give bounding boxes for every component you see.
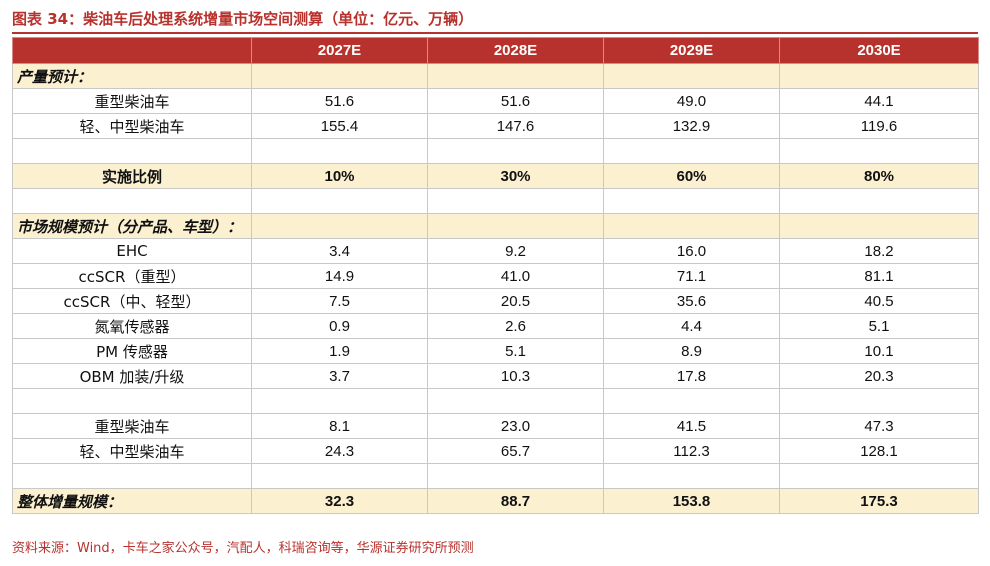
section-label-market: 市场规模预计（分产品、车型）： bbox=[12, 213, 252, 239]
table-header-row: 2027E 2028E 2029E 2030E bbox=[12, 37, 979, 64]
table-cell: 16.0 bbox=[603, 238, 780, 264]
table-cell: 112.3 bbox=[603, 438, 780, 464]
row-label: 实施比例 bbox=[12, 163, 252, 189]
table-row: 重型柴油车 51.6 51.6 49.0 44.1 bbox=[12, 88, 979, 114]
table-cell: 2.6 bbox=[427, 313, 604, 339]
table-cell: 3.7 bbox=[251, 363, 428, 389]
table-cell: 147.6 bbox=[427, 113, 604, 139]
table-row: OBM 加装/升级 3.7 10.3 17.8 20.3 bbox=[12, 363, 979, 389]
table-cell: 47.3 bbox=[779, 413, 979, 439]
table-cell: 20.3 bbox=[779, 363, 979, 389]
table-cell: 60% bbox=[603, 163, 780, 189]
table-cell: 3.4 bbox=[251, 238, 428, 264]
table-cell: 41.0 bbox=[427, 263, 604, 289]
title-divider bbox=[12, 32, 978, 34]
section-label-production: 产量预计： bbox=[12, 63, 252, 89]
table-cell: 35.6 bbox=[603, 288, 780, 314]
table-row-total: 整体增量规模： 32.3 88.7 153.8 175.3 bbox=[12, 488, 979, 514]
spacer-row bbox=[12, 138, 979, 164]
table-cell: 65.7 bbox=[427, 438, 604, 464]
header-2029e: 2029E bbox=[603, 37, 780, 64]
figure-title: 图表 34：柴油车后处理系统增量市场空间测算（单位：亿元、万辆） bbox=[12, 10, 474, 28]
row-label: 轻、中型柴油车 bbox=[12, 113, 252, 139]
row-label: 轻、中型柴油车 bbox=[12, 438, 252, 464]
table-cell: 30% bbox=[427, 163, 604, 189]
table-row: 轻、中型柴油车 24.3 65.7 112.3 128.1 bbox=[12, 438, 979, 464]
table-cell: 0.9 bbox=[251, 313, 428, 339]
source-note: 资料来源：Wind，卡车之家公众号，汽配人，科瑞咨询等，华源证券研究所预测 bbox=[12, 541, 474, 556]
table-cell: 4.4 bbox=[603, 313, 780, 339]
table-cell: 17.8 bbox=[603, 363, 780, 389]
table-cell: 81.1 bbox=[779, 263, 979, 289]
table-cell: 40.5 bbox=[779, 288, 979, 314]
table-cell: 24.3 bbox=[251, 438, 428, 464]
table-cell: 80% bbox=[779, 163, 979, 189]
row-label: 重型柴油车 bbox=[12, 413, 252, 439]
table-row: ccSCR（中、轻型） 7.5 20.5 35.6 40.5 bbox=[12, 288, 979, 314]
table-cell: 119.6 bbox=[779, 113, 979, 139]
table-cell: 7.5 bbox=[251, 288, 428, 314]
table-row: 轻、中型柴油车 155.4 147.6 132.9 119.6 bbox=[12, 113, 979, 139]
table-cell: 71.1 bbox=[603, 263, 780, 289]
header-2027e: 2027E bbox=[251, 37, 428, 64]
header-blank-cell bbox=[12, 37, 252, 64]
market-size-table: 2027E 2028E 2029E 2030E 产量预计： 重型柴油车 51.6… bbox=[12, 37, 979, 514]
section-row-market: 市场规模预计（分产品、车型）： bbox=[12, 213, 979, 239]
table-cell: 10% bbox=[251, 163, 428, 189]
table-cell: 51.6 bbox=[251, 88, 428, 114]
table-cell: 9.2 bbox=[427, 238, 604, 264]
table-cell: 5.1 bbox=[779, 313, 979, 339]
table-cell: 8.9 bbox=[603, 338, 780, 364]
spacer-row bbox=[12, 188, 979, 214]
table-cell: 175.3 bbox=[779, 488, 979, 514]
table-cell: 32.3 bbox=[251, 488, 428, 514]
table-row: EHC 3.4 9.2 16.0 18.2 bbox=[12, 238, 979, 264]
row-label: OBM 加装/升级 bbox=[12, 363, 252, 389]
table-cell: 23.0 bbox=[427, 413, 604, 439]
table-cell: 14.9 bbox=[251, 263, 428, 289]
table-cell: 18.2 bbox=[779, 238, 979, 264]
table-cell: 51.6 bbox=[427, 88, 604, 114]
table-cell: 128.1 bbox=[779, 438, 979, 464]
row-label: ccSCR（中、轻型） bbox=[12, 288, 252, 314]
row-label: 氮氧传感器 bbox=[12, 313, 252, 339]
table-cell: 49.0 bbox=[603, 88, 780, 114]
table-cell: 20.5 bbox=[427, 288, 604, 314]
table-row: 氮氧传感器 0.9 2.6 4.4 5.1 bbox=[12, 313, 979, 339]
header-2030e: 2030E bbox=[779, 37, 979, 64]
row-label: EHC bbox=[12, 238, 252, 264]
table-cell: 10.1 bbox=[779, 338, 979, 364]
table-cell: 1.9 bbox=[251, 338, 428, 364]
table-cell: 155.4 bbox=[251, 113, 428, 139]
table-cell: 153.8 bbox=[603, 488, 780, 514]
table-row-ratio: 实施比例 10% 30% 60% 80% bbox=[12, 163, 979, 189]
table-cell: 8.1 bbox=[251, 413, 428, 439]
table-cell: 132.9 bbox=[603, 113, 780, 139]
table-cell: 41.5 bbox=[603, 413, 780, 439]
table-row: 重型柴油车 8.1 23.0 41.5 47.3 bbox=[12, 413, 979, 439]
spacer-row bbox=[12, 388, 979, 414]
table-cell: 5.1 bbox=[427, 338, 604, 364]
table-row: PM 传感器 1.9 5.1 8.9 10.1 bbox=[12, 338, 979, 364]
header-2028e: 2028E bbox=[427, 37, 604, 64]
row-label: ccSCR（重型） bbox=[12, 263, 252, 289]
table-cell: 44.1 bbox=[779, 88, 979, 114]
total-label: 整体增量规模： bbox=[12, 488, 252, 514]
table-cell: 88.7 bbox=[427, 488, 604, 514]
spacer-row bbox=[12, 463, 979, 489]
table-row: ccSCR（重型） 14.9 41.0 71.1 81.1 bbox=[12, 263, 979, 289]
table-cell: 10.3 bbox=[427, 363, 604, 389]
row-label: PM 传感器 bbox=[12, 338, 252, 364]
section-row-production: 产量预计： bbox=[12, 63, 979, 89]
row-label: 重型柴油车 bbox=[12, 88, 252, 114]
